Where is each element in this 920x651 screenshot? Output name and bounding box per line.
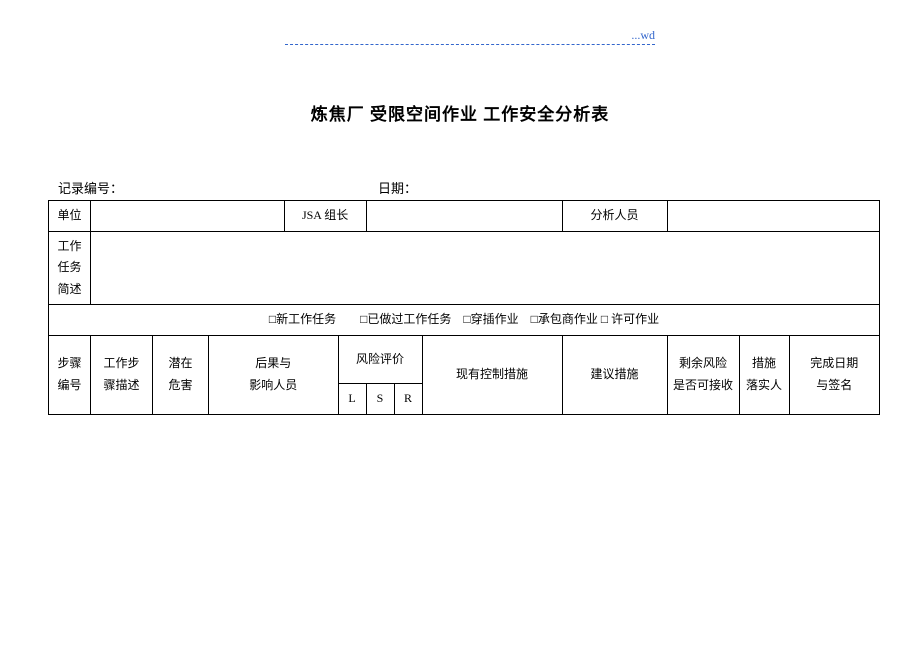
col-existing: 现有控制措施 bbox=[422, 335, 562, 414]
col-residual: 剩余风险 是否可接收 bbox=[667, 335, 739, 414]
unit-value bbox=[91, 201, 285, 232]
jsa-leader-value bbox=[366, 201, 562, 232]
jsa-table: 单位 JSA 组长 分析人员 工作 任务 简述 □新工作任务 □已做过工作任务 … bbox=[48, 200, 880, 415]
column-header-row: 步骤 编号 工作步 骤描述 潜在 危害 后果与 影响人员 风险评价 现有控制措施… bbox=[49, 335, 880, 383]
header-watermark: ...wd bbox=[285, 28, 655, 45]
info-row: 单位 JSA 组长 分析人员 bbox=[49, 201, 880, 232]
col-step-desc: 工作步 骤描述 bbox=[91, 335, 153, 414]
task-desc-label: 工作 任务 简述 bbox=[49, 231, 91, 305]
analyst-value bbox=[667, 201, 879, 232]
checkbox-row: □新工作任务 □已做过工作任务 □穿插作业 □承包商作业 □ 许可作业 bbox=[49, 305, 880, 336]
unit-label: 单位 bbox=[49, 201, 91, 232]
jsa-leader-label: JSA 组长 bbox=[284, 201, 366, 232]
col-consequence: 后果与 影响人员 bbox=[209, 335, 339, 414]
date-label: 日期： bbox=[378, 178, 417, 197]
col-suggested: 建议措施 bbox=[562, 335, 667, 414]
col-L: L bbox=[338, 383, 366, 414]
watermark-text: ...wd bbox=[631, 28, 655, 42]
col-step-no: 步骤 编号 bbox=[49, 335, 91, 414]
checkbox-cell: □新工作任务 □已做过工作任务 □穿插作业 □承包商作业 □ 许可作业 bbox=[49, 305, 880, 336]
task-desc-value bbox=[91, 231, 880, 305]
meta-row: 记录编号： 日期： bbox=[58, 178, 878, 197]
task-desc-row: 工作 任务 简述 bbox=[49, 231, 880, 305]
analyst-label: 分析人员 bbox=[562, 201, 667, 232]
record-number-label: 记录编号： bbox=[58, 178, 123, 197]
col-hazard: 潜在 危害 bbox=[153, 335, 209, 414]
col-implementer: 措施 落实人 bbox=[739, 335, 789, 414]
document-title: 炼焦厂 受限空间作业 工作安全分析表 bbox=[0, 100, 920, 125]
col-risk-eval: 风险评价 bbox=[338, 335, 422, 383]
col-completion: 完成日期 与签名 bbox=[789, 335, 879, 414]
col-S: S bbox=[366, 383, 394, 414]
col-R: R bbox=[394, 383, 422, 414]
